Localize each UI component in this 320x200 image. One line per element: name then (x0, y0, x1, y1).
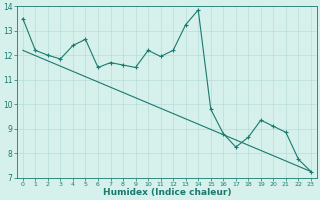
X-axis label: Humidex (Indice chaleur): Humidex (Indice chaleur) (103, 188, 231, 197)
